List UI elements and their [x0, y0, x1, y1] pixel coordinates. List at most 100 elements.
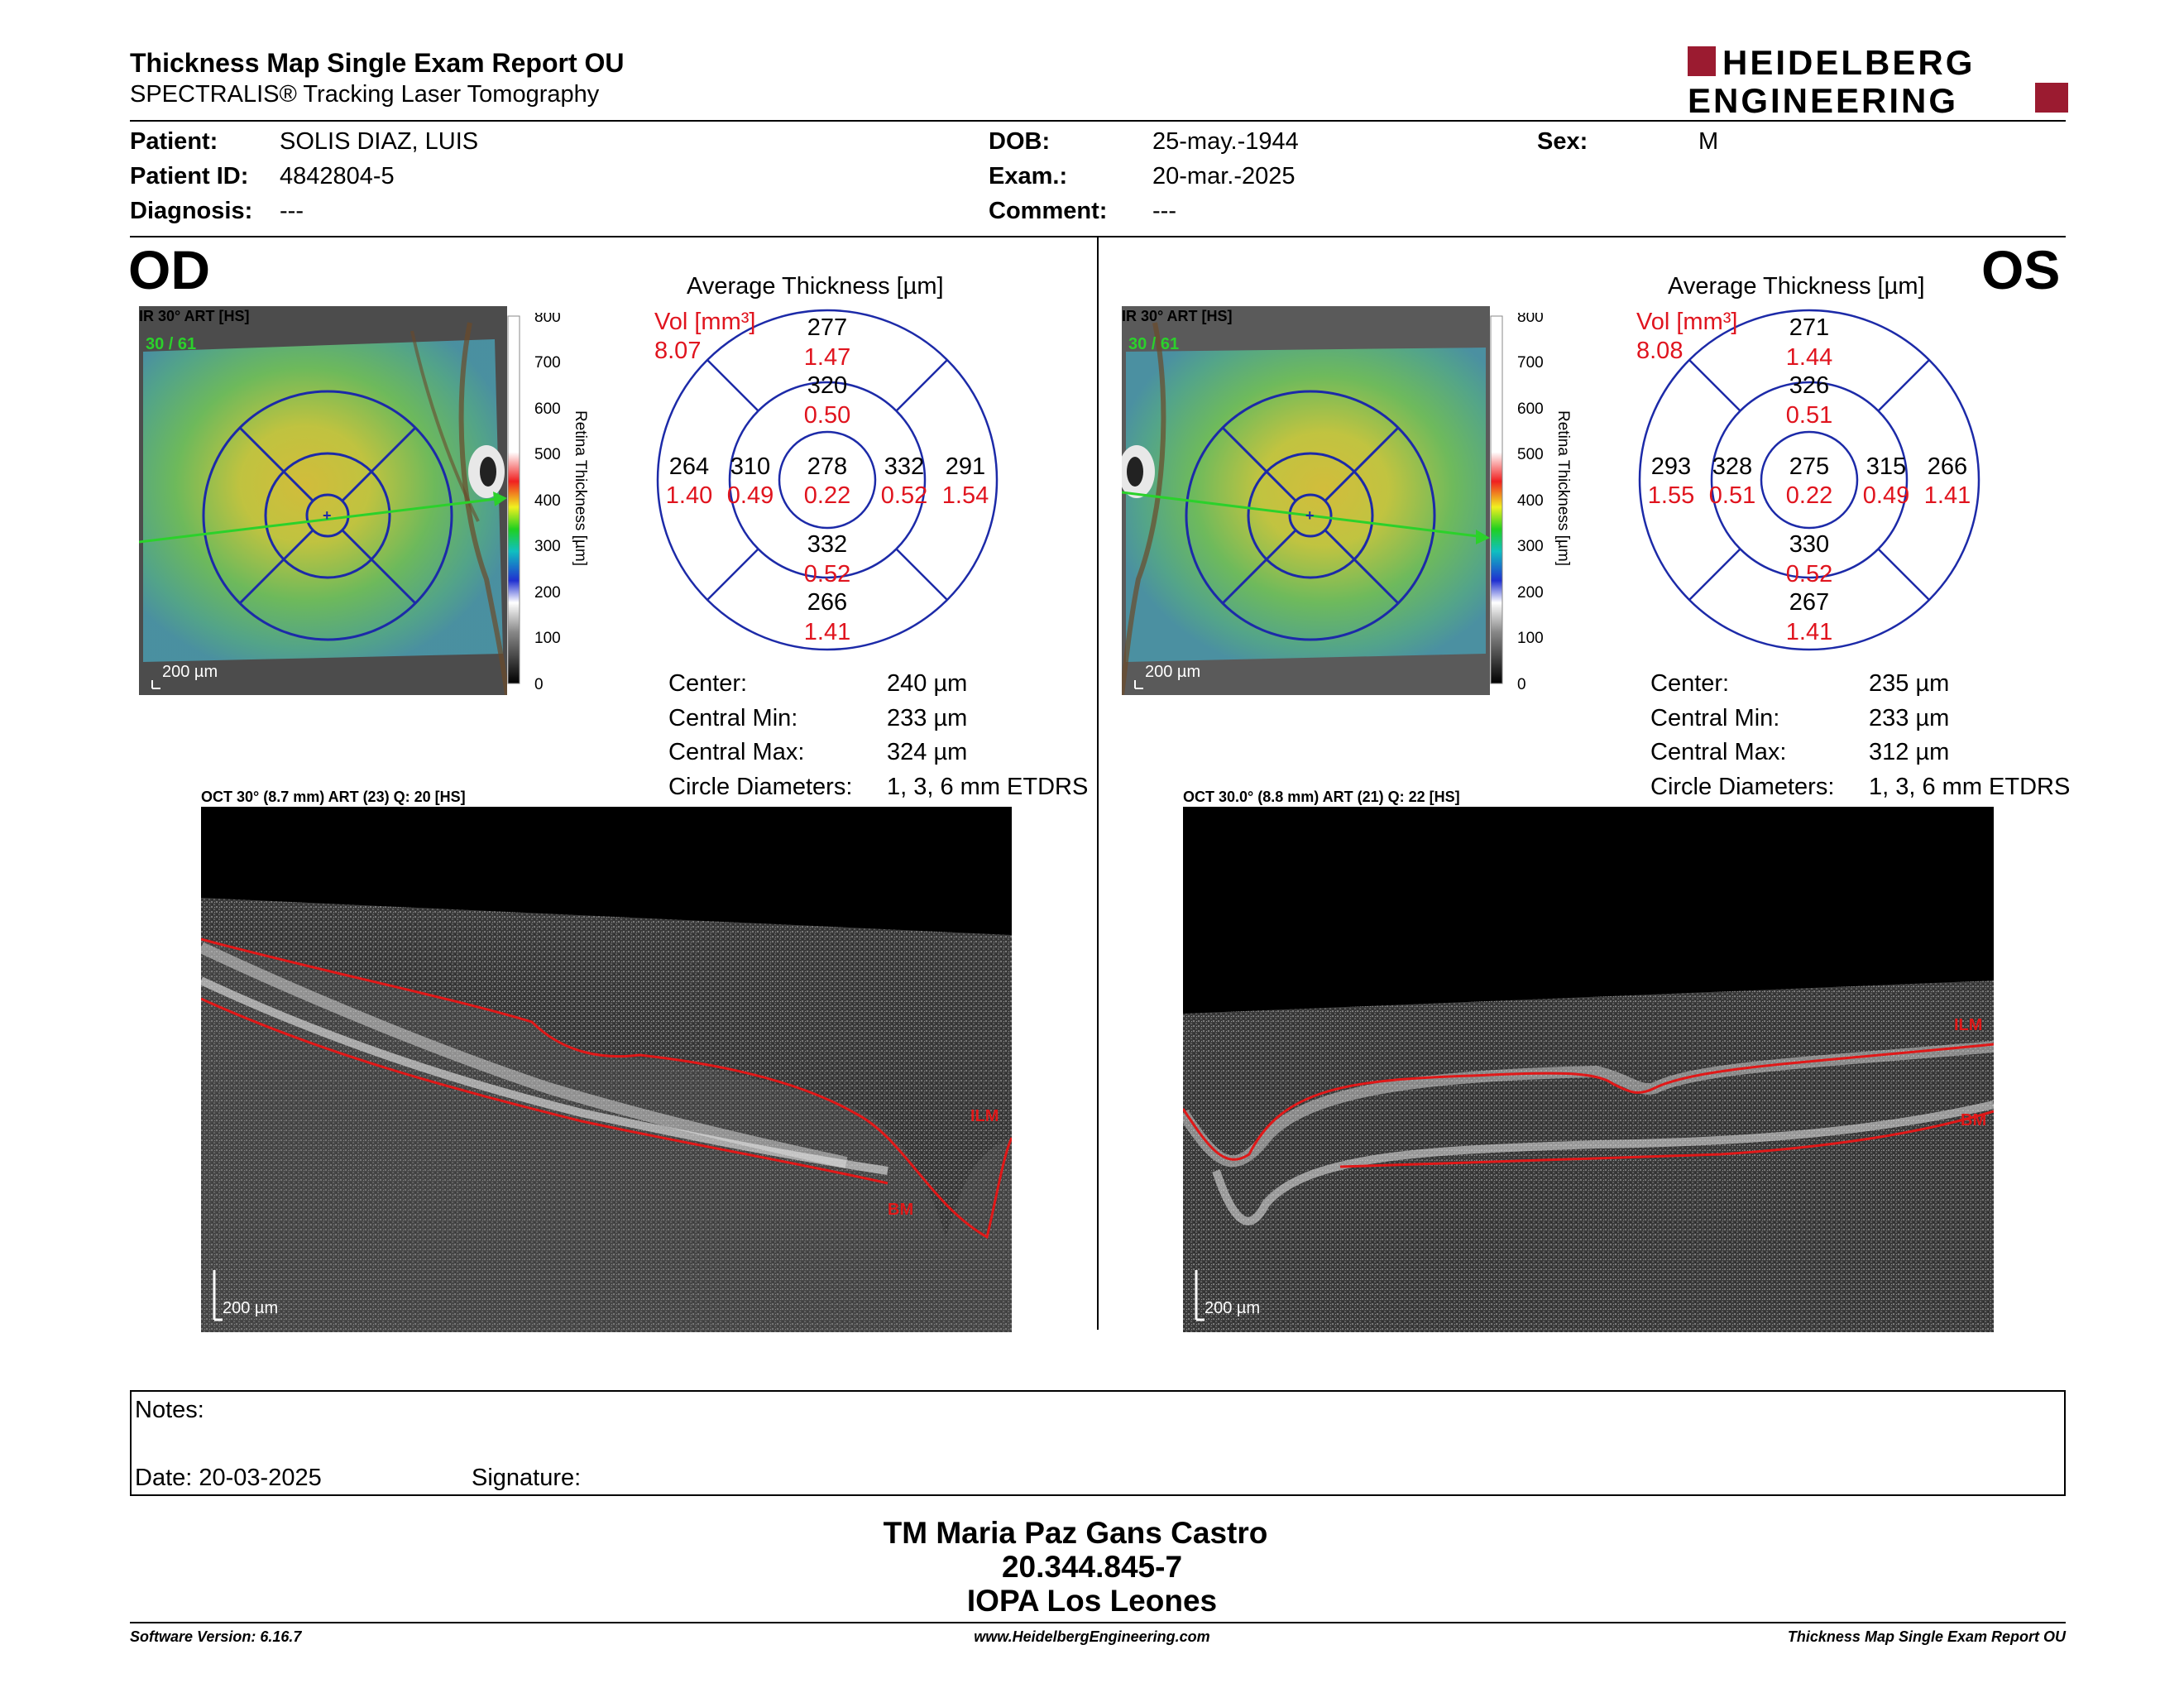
os-left-inner-thickness: 328	[1712, 453, 1752, 480]
os-center-value: 235 µm	[1869, 670, 1950, 697]
od-right-outer-volume: 1.54	[942, 482, 989, 509]
od-bottom-inner-thickness: 332	[807, 531, 847, 558]
signer-name: TM Maria Paz Gans Castro	[883, 1516, 1268, 1550]
os-min-label: Central Min:	[1650, 705, 1780, 731]
footer-report-name: Thickness Map Single Exam Report OU	[1787, 1628, 2066, 1645]
comment-label: Comment:	[989, 198, 1108, 224]
diagnosis-label: Diagnosis:	[130, 198, 253, 224]
os-vol-block: Vol [mm³] 8.08	[1636, 308, 1737, 366]
od-oct-scale: 200 µm	[223, 1299, 278, 1317]
od-ir-label: IR 30° ART [HS]	[139, 308, 250, 324]
notes-box[interactable]	[130, 1390, 2066, 1496]
os-max-label: Central Max:	[1650, 739, 1787, 765]
os-bottom-outer-volume: 1.41	[1786, 619, 1832, 645]
os-etdrs-grid: 271 1.44 326 0.51 293 1.55 328 0.51 275 …	[1638, 309, 1980, 651]
od-min-value: 233 µm	[887, 705, 968, 731]
od-right-outer-thickness: 291	[946, 453, 985, 480]
patient-id: 4842804-5	[280, 163, 395, 189]
os-vol-value: 8.08	[1636, 338, 1684, 364]
od-diam-value: 1, 3, 6 mm ETDRS	[887, 774, 1089, 800]
os-ir-thickness-map: + IR 30° ART [HS] 30 / 61 200 µm	[1122, 306, 1490, 695]
os-diam-label: Circle Diameters:	[1650, 774, 1835, 800]
svg-text:+: +	[1305, 507, 1315, 524]
od-cbar-tick-100: 100	[534, 630, 561, 647]
report-title: Thickness Map Single Exam Report OU	[130, 48, 625, 78]
os-left-inner-volume: 0.51	[1709, 482, 1755, 509]
os-top-outer-volume: 1.44	[1786, 344, 1832, 371]
od-bottom-outer-volume: 1.41	[804, 619, 850, 645]
signer-id: 20.344.845-7	[1001, 1550, 1183, 1584]
signer-org: IOPA Los Leones	[966, 1584, 1218, 1618]
os-cbar-tick-400: 400	[1517, 492, 1544, 510]
os-top-inner-volume: 0.51	[1786, 402, 1832, 429]
dob-value: 25-may.-1944	[1152, 128, 1299, 155]
os-left-outer-volume: 1.55	[1648, 482, 1694, 509]
od-cbar-tick-300: 300	[534, 538, 561, 555]
od-ir-thickness-map: + IR 30° ART [HS] 30 / 61 200 µm	[139, 306, 507, 695]
od-cbar-tick-700: 700	[534, 354, 561, 372]
od-etdrs-grid: 277 1.47 320 0.50 264 1.40 310 0.49 278 …	[656, 309, 999, 651]
notes-date: Date: 20-03-2025	[135, 1465, 322, 1491]
os-right-inner-thickness: 315	[1866, 453, 1906, 480]
sex-value: M	[1698, 128, 1719, 155]
od-vol-block: Vol [mm³] 8.07	[654, 308, 755, 366]
od-center-value: 240 µm	[887, 670, 968, 697]
os-left-outer-thickness: 293	[1651, 453, 1691, 480]
od-max-value: 324 µm	[887, 739, 968, 765]
os-top-inner-thickness: 326	[1789, 372, 1829, 399]
od-top-outer-volume: 1.47	[804, 344, 850, 371]
od-cbar-tick-400: 400	[534, 492, 561, 510]
sex-label: Sex:	[1537, 128, 1588, 155]
heidelberg-logo: HEIDELBERG ENGINEERING	[1688, 43, 2068, 117]
os-center-volume: 0.22	[1786, 482, 1832, 509]
exam-label: Exam.:	[989, 163, 1068, 189]
od-left-inner-thickness: 310	[730, 453, 770, 480]
od-cbar-tick-500: 500	[534, 446, 561, 463]
od-vol-label: Vol [mm³]	[654, 309, 756, 335]
od-center-thickness: 278	[807, 453, 847, 480]
os-cbar-tick-700: 700	[1517, 354, 1544, 372]
comment-value: ---	[1152, 198, 1176, 224]
os-bottom-outer-thickness: 267	[1789, 589, 1829, 616]
exam-value: 20-mar.-2025	[1152, 163, 1296, 189]
os-diam-value: 1, 3, 6 mm ETDRS	[1869, 774, 2071, 800]
svg-text:HEIDELBERG: HEIDELBERG	[1722, 43, 1975, 82]
od-right-inner-volume: 0.52	[881, 482, 927, 509]
od-bottom-inner-volume: 0.52	[804, 561, 850, 587]
software-version: Software Version: 6.16.7	[130, 1628, 302, 1645]
od-min-label: Central Min:	[668, 705, 798, 731]
os-cbar-tick-800: 800	[1517, 313, 1544, 326]
os-eye-label: OS	[1981, 239, 2061, 300]
os-ir-label: IR 30° ART [HS]	[1122, 308, 1233, 324]
od-oct-bscan: ILM BM 200 µm	[201, 807, 1012, 1332]
eye-divider	[1097, 237, 1099, 1330]
header-divider	[130, 120, 2066, 122]
os-center-thickness: 275	[1789, 453, 1829, 480]
os-avg-title: Average Thickness [µm]	[1668, 273, 1925, 300]
footer-divider	[130, 1622, 2066, 1623]
os-ir-scale: 200 µm	[1145, 663, 1200, 681]
od-cbar-tick-0: 0	[534, 676, 544, 693]
od-ir-scale: 200 µm	[162, 663, 218, 681]
os-cbar-tick-500: 500	[1517, 446, 1544, 463]
os-cbar-tick-0: 0	[1517, 676, 1526, 693]
patient-label: Patient:	[130, 128, 218, 155]
os-vol-label: Vol [mm³]	[1636, 309, 1738, 335]
od-diam-label: Circle Diameters:	[668, 774, 853, 800]
od-center-label: Center:	[668, 670, 748, 697]
os-center-label: Center:	[1650, 670, 1730, 697]
os-oct-scale: 200 µm	[1205, 1299, 1260, 1317]
os-oct-label: OCT 30.0° (8.8 mm) ART (21) Q: 22 [HS]	[1183, 789, 1460, 805]
os-oct-bm: BM	[1961, 1111, 1986, 1129]
os-ir-counter: 30 / 61	[1128, 335, 1179, 353]
od-right-inner-thickness: 332	[884, 453, 924, 480]
od-top-inner-thickness: 320	[807, 372, 847, 399]
od-oct-ilm: ILM	[970, 1107, 999, 1125]
od-left-outer-thickness: 264	[669, 453, 709, 480]
website-link[interactable]: www.HeidelbergEngineering.com	[974, 1628, 1210, 1645]
patient-name: SOLIS DIAZ, LUIS	[280, 128, 479, 155]
od-left-inner-volume: 0.49	[727, 482, 774, 509]
os-colorbar: 800 700 600 500 400 300 200 100 0 Retina…	[1490, 313, 1572, 693]
od-cbar-title: Retina Thickness [µm]	[572, 410, 589, 566]
od-eye-label: OD	[128, 239, 210, 300]
